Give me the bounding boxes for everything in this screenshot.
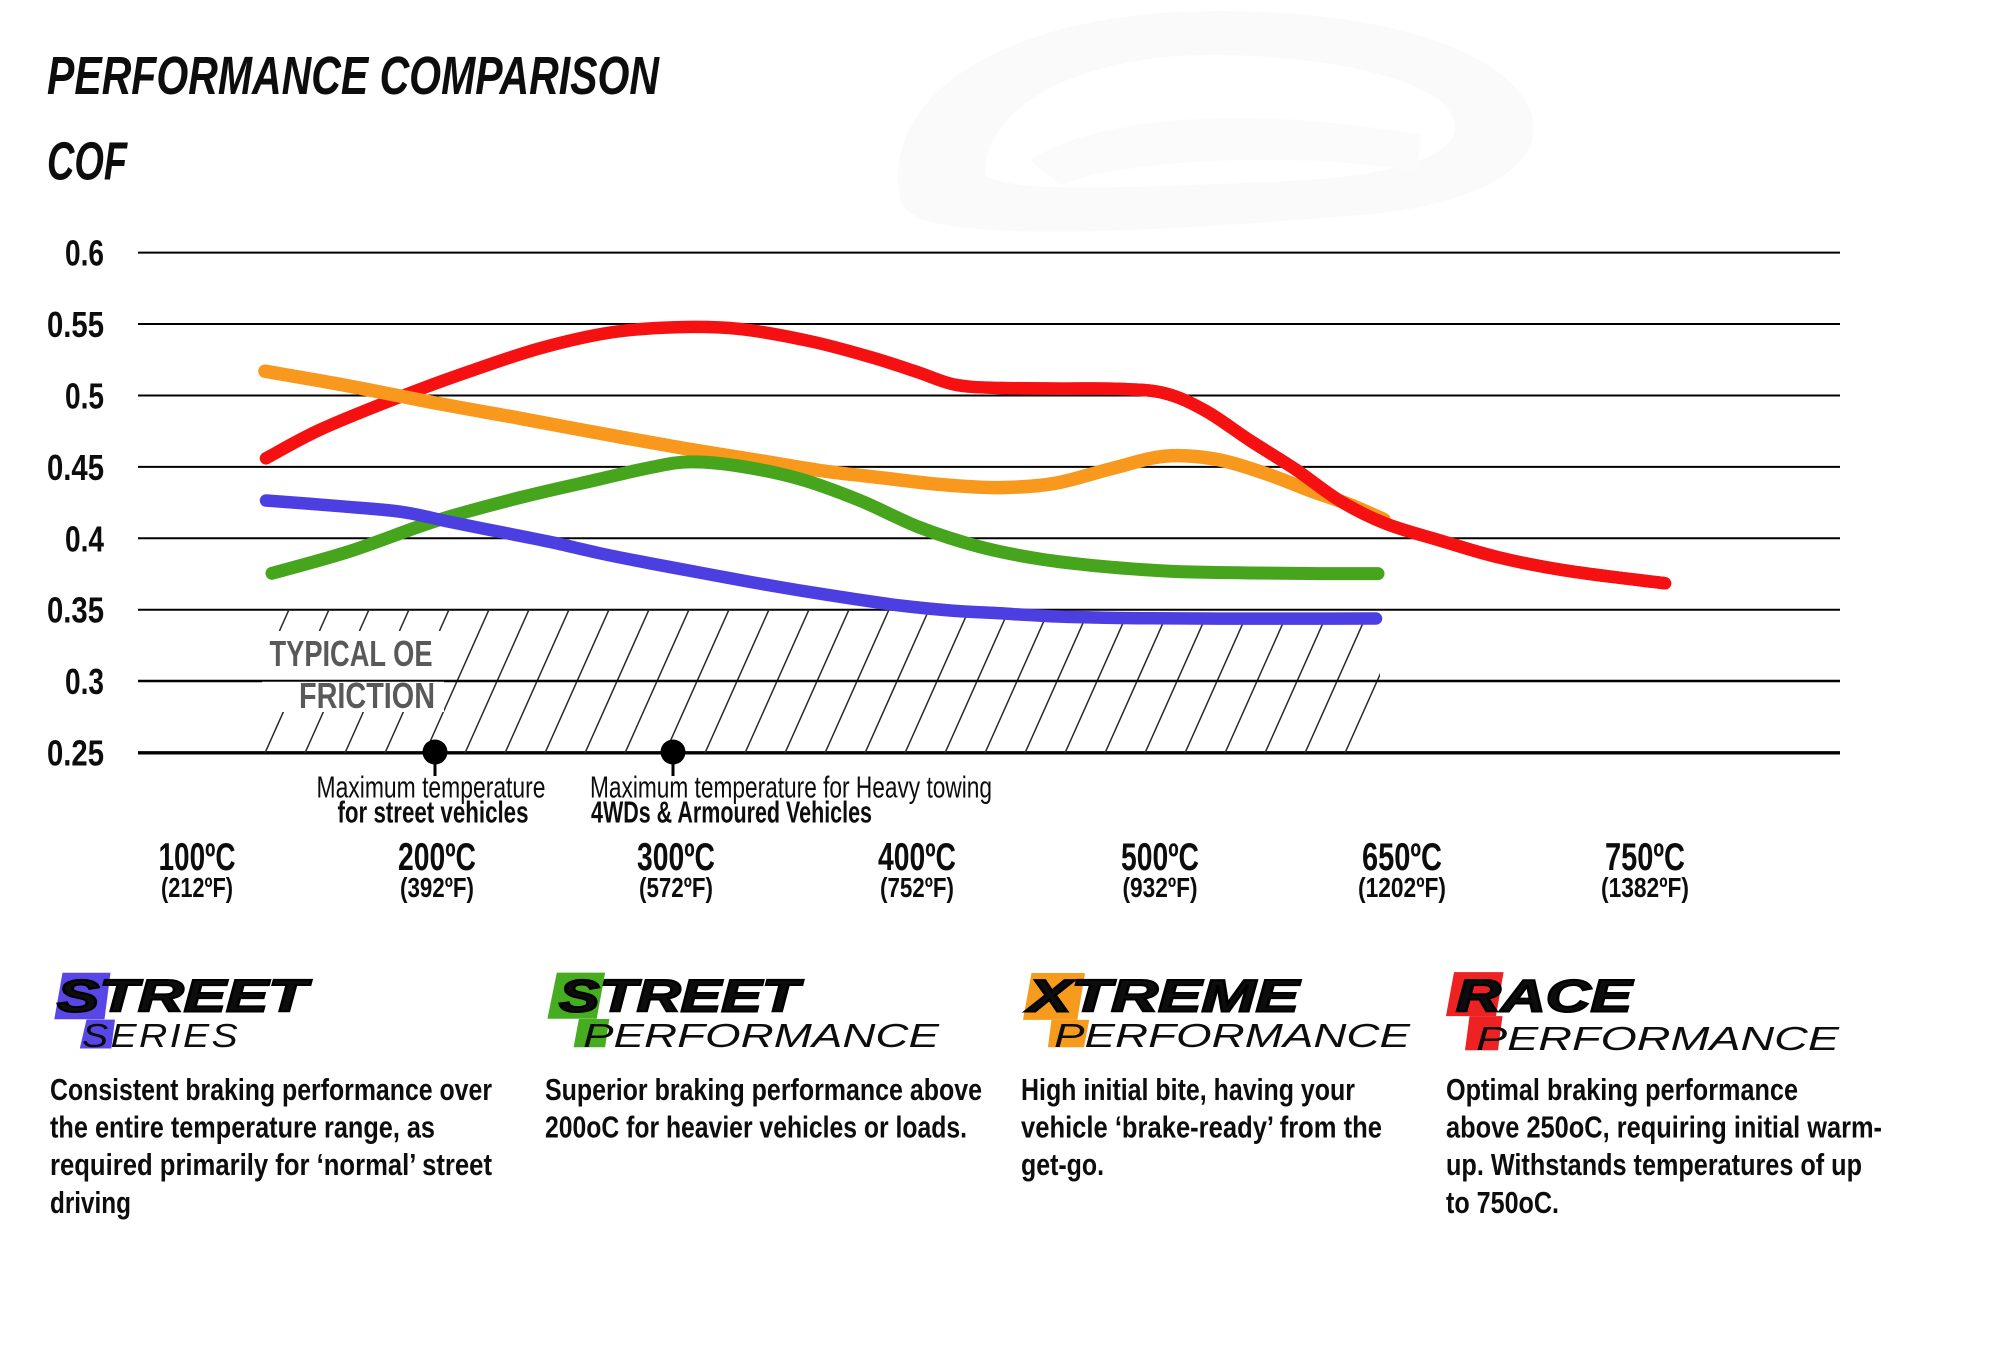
- svg-text:Maximum temperature for Heavy: Maximum temperature for Heavy towing: [590, 770, 992, 805]
- svg-text:above 250oC, requiring initial: above 250oC, requiring initial warm-: [1446, 1110, 1882, 1145]
- svg-text:PERFORMANCE: PERFORMANCE: [583, 1017, 940, 1054]
- svg-text:(212ºF): (212ºF): [161, 872, 233, 903]
- svg-text:for street vehicles: for street vehicles: [338, 795, 529, 830]
- svg-text:STREET: STREET: [559, 971, 804, 1022]
- svg-text:0.3: 0.3: [65, 661, 104, 702]
- svg-text:SERIES: SERIES: [82, 1017, 240, 1054]
- svg-text:0.25: 0.25: [47, 733, 104, 774]
- svg-text:XTREME: XTREME: [1024, 971, 1302, 1022]
- svg-text:Maximum temperature: Maximum temperature: [317, 770, 546, 805]
- svg-text:(752ºF): (752ºF): [880, 872, 954, 903]
- svg-text:300ºC: 300ºC: [637, 836, 715, 879]
- svg-text:200oC for heavier vehicles or: 200oC for heavier vehicles or loads.: [545, 1110, 967, 1145]
- svg-text:650ºC: 650ºC: [1362, 836, 1442, 879]
- svg-text:0.6: 0.6: [65, 233, 104, 274]
- svg-text:TYPICAL OE: TYPICAL OE: [270, 633, 433, 674]
- svg-text:(572ºF): (572ºF): [639, 872, 713, 903]
- svg-text:required primarily for ‘normal: required primarily for ‘normal’ street: [50, 1147, 492, 1182]
- svg-text:RACE: RACE: [1456, 971, 1635, 1022]
- svg-text:0.45: 0.45: [47, 447, 104, 488]
- svg-text:0.5: 0.5: [65, 376, 104, 417]
- svg-text:Consistent braking performance: Consistent braking performance over: [50, 1072, 492, 1107]
- svg-text:0.55: 0.55: [47, 304, 104, 345]
- svg-text:400ºC: 400ºC: [878, 836, 956, 879]
- svg-text:PERFORMANCE: PERFORMANCE: [1476, 1020, 1840, 1057]
- svg-text:200ºC: 200ºC: [398, 836, 476, 879]
- svg-text:Superior braking performance a: Superior braking performance above: [545, 1072, 982, 1107]
- svg-text:the entire temperature range,: the entire temperature range, as: [50, 1110, 435, 1145]
- svg-text:driving: driving: [50, 1185, 131, 1220]
- svg-text:STREET: STREET: [57, 971, 312, 1022]
- svg-text:750ºC: 750ºC: [1605, 836, 1685, 879]
- svg-text:(1202ºF): (1202ºF): [1358, 872, 1446, 903]
- svg-text:vehicle ‘brake-ready’ from the: vehicle ‘brake-ready’ from the: [1021, 1110, 1382, 1145]
- svg-text:up. Withstands temperatures of: up. Withstands temperatures of up: [1446, 1147, 1862, 1182]
- svg-text:0.35: 0.35: [47, 590, 104, 631]
- svg-text:(1382ºF): (1382ºF): [1601, 872, 1689, 903]
- svg-text:500ºC: 500ºC: [1121, 836, 1199, 879]
- svg-text:High initial bite, having your: High initial bite, having your: [1021, 1072, 1355, 1107]
- svg-text:COF: COF: [47, 133, 128, 192]
- svg-text:(932ºF): (932ºF): [1123, 872, 1198, 903]
- svg-text:PERFORMANCE COMPARISON: PERFORMANCE COMPARISON: [47, 47, 660, 106]
- svg-text:FRICTION: FRICTION: [299, 675, 435, 716]
- svg-text:4WDs & Armoured Vehicles: 4WDs & Armoured Vehicles: [591, 795, 872, 830]
- svg-text:(392ºF): (392ºF): [400, 872, 474, 903]
- svg-text:Optimal braking performance: Optimal braking performance: [1446, 1072, 1798, 1107]
- svg-text:0.4: 0.4: [65, 518, 104, 559]
- svg-text:100ºC: 100ºC: [159, 836, 236, 879]
- svg-text:get-go.: get-go.: [1021, 1147, 1104, 1182]
- svg-text:PERFORMANCE: PERFORMANCE: [1054, 1017, 1411, 1054]
- svg-text:to 750oC.: to 750oC.: [1446, 1185, 1559, 1220]
